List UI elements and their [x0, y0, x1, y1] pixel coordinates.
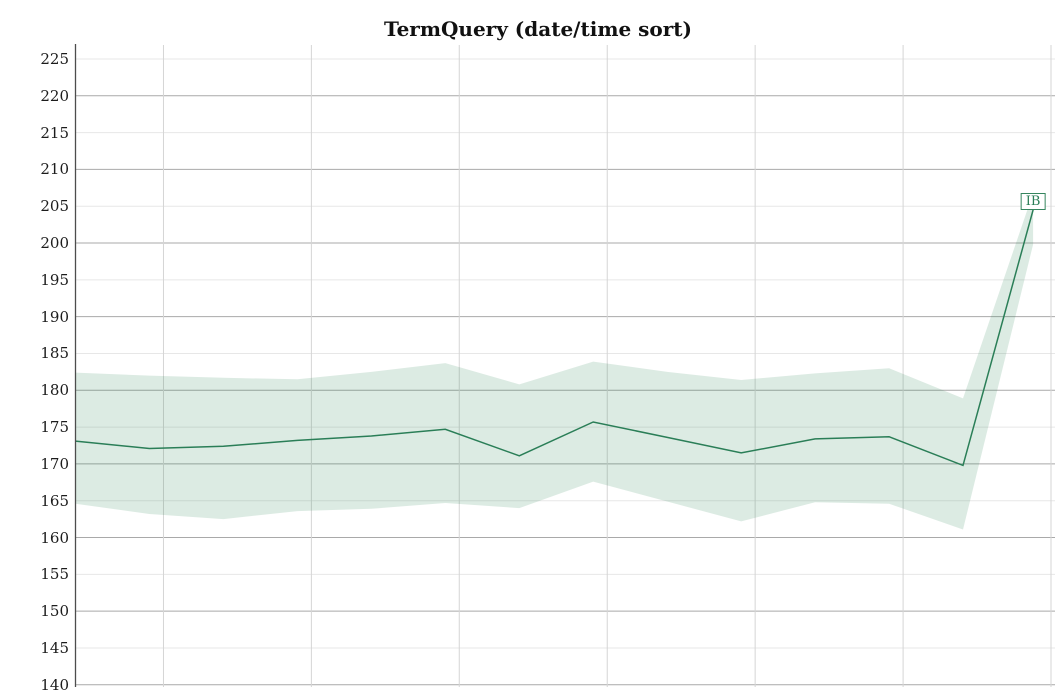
chart-title: TermQuery (date/time sort): [383, 17, 693, 41]
y-tick-label: 160: [40, 528, 69, 547]
y-tick-label: 155: [40, 565, 69, 584]
y-tick-label: 195: [40, 270, 69, 289]
series-line: [75, 209, 1034, 467]
y-tick-label: 215: [40, 123, 69, 142]
y-tick-label: 150: [40, 602, 69, 621]
y-tick-label: 205: [40, 197, 69, 216]
y-tick-label: 225: [40, 50, 69, 68]
y-tick-label: 165: [40, 491, 69, 510]
y-tick-label: 170: [40, 454, 69, 473]
y-tick-label: 210: [40, 160, 69, 179]
y-tick-label: 190: [40, 307, 69, 326]
y-tick-label: 185: [40, 344, 69, 363]
y-tick-label: 175: [40, 418, 69, 437]
y-tick-label: 220: [40, 86, 69, 105]
confidence-band: [75, 193, 1034, 530]
y-tick-label: 145: [40, 638, 69, 657]
y-tick-label: 140: [40, 675, 69, 694]
annotation-ib[interactable]: IB: [1020, 192, 1046, 210]
y-tick-label: 180: [40, 381, 69, 400]
y-tick-label: 200: [40, 234, 69, 253]
